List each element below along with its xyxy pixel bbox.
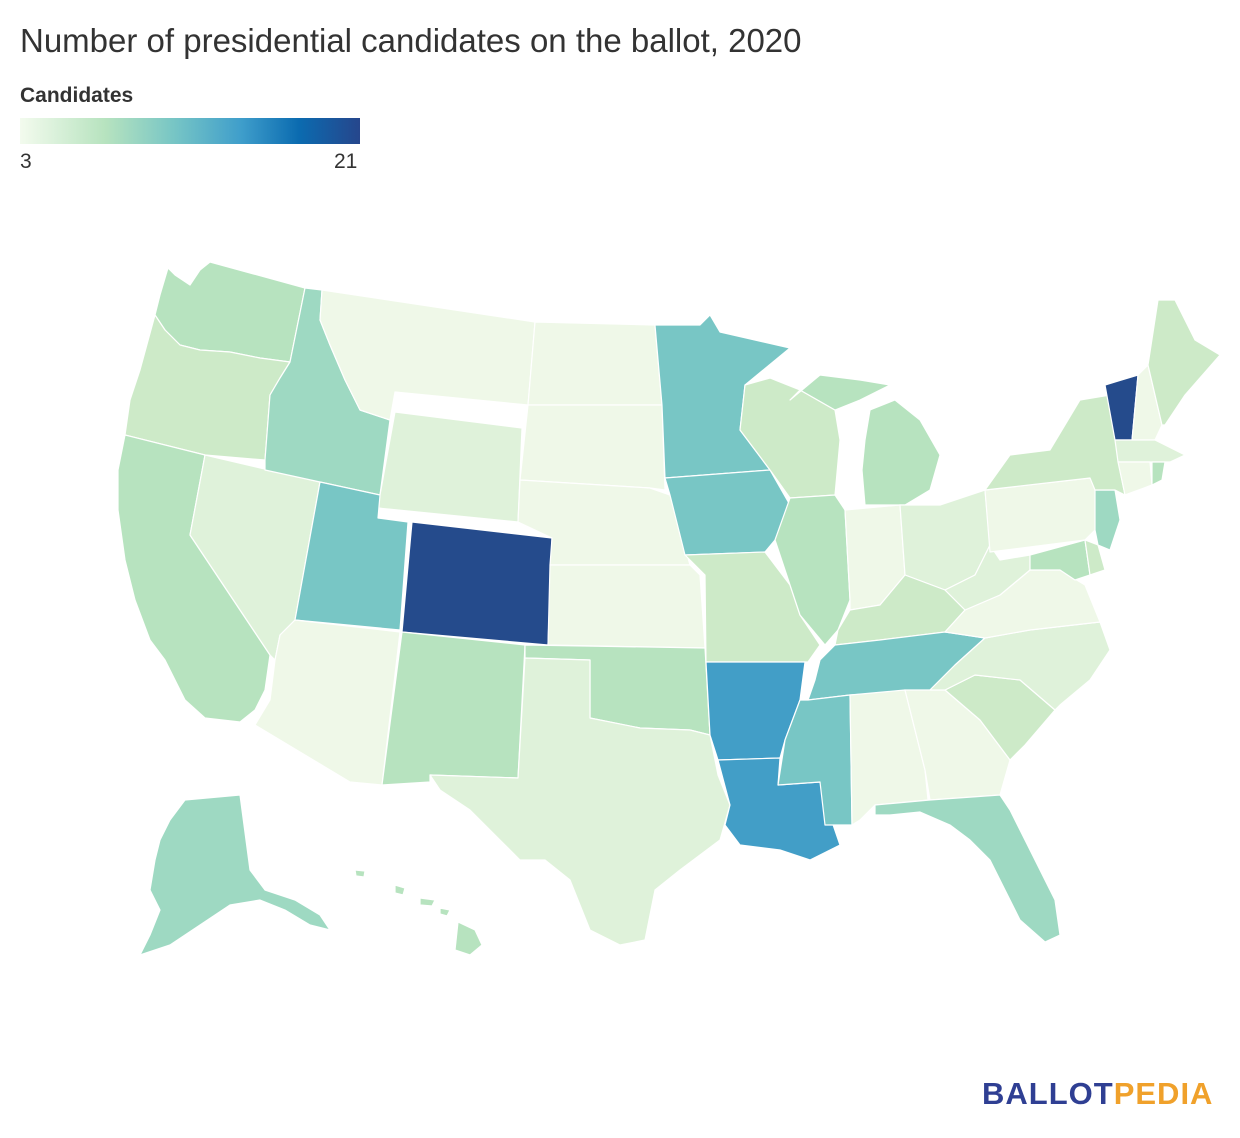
ballotpedia-logo: BALLOTPEDIA (982, 1076, 1214, 1111)
state-massachusetts[interactable] (1114, 439, 1186, 463)
state-new-jersey[interactable] (1094, 489, 1121, 551)
state-delaware[interactable] (1084, 539, 1106, 576)
state-arizona[interactable] (254, 619, 401, 786)
legend-title: Candidates (20, 84, 134, 107)
state-colorado[interactable] (401, 521, 553, 646)
state-new-york[interactable] (984, 394, 1126, 496)
state-new-hampshire[interactable] (1131, 364, 1163, 441)
state-iowa[interactable] (664, 469, 791, 556)
state-missouri[interactable] (684, 551, 821, 663)
state-michigan[interactable] (861, 399, 941, 506)
state-wisconsin[interactable] (739, 377, 841, 499)
state-hawaii[interactable] (454, 921, 483, 956)
state-wyoming[interactable] (377, 411, 523, 523)
legend-min-label: 3 (20, 150, 32, 173)
state-kansas[interactable] (547, 564, 706, 649)
state-south-dakota[interactable] (519, 404, 666, 491)
state-arkansas[interactable] (705, 661, 806, 761)
state-maine[interactable] (1147, 299, 1221, 426)
state-illinois[interactable] (774, 494, 851, 646)
state-texas[interactable] (429, 657, 731, 946)
state-alaska[interactable] (139, 794, 331, 956)
state-florida[interactable] (874, 794, 1061, 943)
state-new-mexico[interactable] (381, 631, 526, 786)
legend-color-scale (20, 118, 360, 144)
map-title: Number of presidential candidates on the… (20, 22, 802, 59)
state-rhode-island[interactable] (1151, 461, 1166, 486)
state-michigan-upper[interactable] (789, 374, 891, 411)
state-hawaii-islands[interactable] (354, 869, 451, 917)
legend-max-label: 21 (334, 150, 358, 173)
state-north-dakota[interactable] (527, 321, 663, 406)
state-west-virginia[interactable] (944, 544, 1031, 611)
